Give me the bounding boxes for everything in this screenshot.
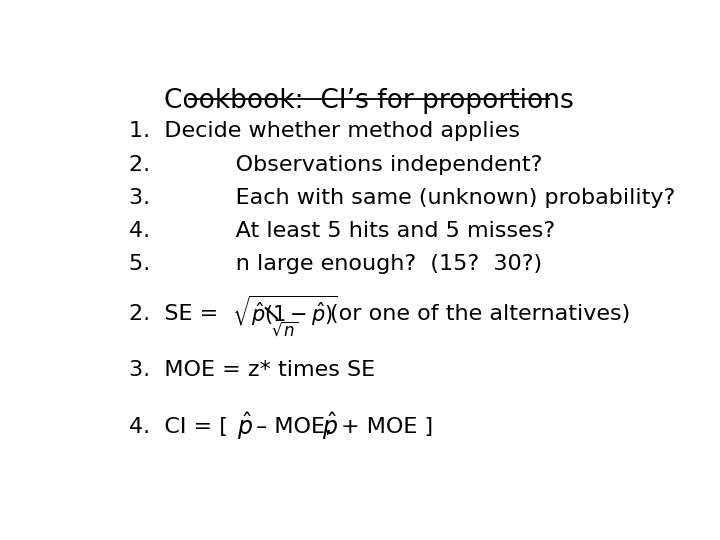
Text: (or one of the alternatives): (or one of the alternatives): [330, 304, 630, 325]
Text: $\hat{p}$: $\hat{p}$: [322, 411, 338, 442]
Text: 4.            At least 5 hits and 5 misses?: 4. At least 5 hits and 5 misses?: [129, 221, 555, 241]
Text: + MOE ]: + MOE ]: [341, 416, 433, 436]
Text: 3.            Each with same (unknown) probability?: 3. Each with same (unknown) probability?: [129, 188, 675, 208]
Text: $\sqrt{\hat{p}(1-\hat{p})}$: $\sqrt{\hat{p}(1-\hat{p})}$: [233, 294, 338, 328]
Text: 2.  SE =: 2. SE =: [129, 304, 225, 325]
Text: Cookbook:  CI’s for proportions: Cookbook: CI’s for proportions: [164, 87, 574, 113]
Text: 2.            Observations independent?: 2. Observations independent?: [129, 154, 542, 174]
Text: 3.  MOE = z* times SE: 3. MOE = z* times SE: [129, 360, 375, 380]
Text: $\hat{p}$: $\hat{p}$: [237, 411, 253, 442]
Text: 1.  Decide whether method applies: 1. Decide whether method applies: [129, 122, 520, 141]
Text: 5.            n large enough?  (15?  30?): 5. n large enough? (15? 30?): [129, 254, 542, 274]
Text: 4.  CI = [: 4. CI = [: [129, 416, 235, 436]
Text: – MOE,: – MOE,: [256, 416, 346, 436]
Text: $\sqrt{n}$: $\sqrt{n}$: [271, 321, 299, 339]
